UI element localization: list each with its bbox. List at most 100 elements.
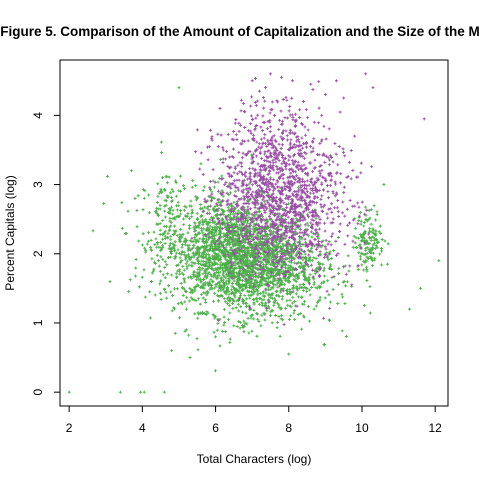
data-point [233, 287, 237, 291]
data-point [190, 276, 194, 280]
data-point [205, 274, 209, 278]
data-point [255, 218, 259, 222]
data-point [276, 269, 280, 273]
data-point [259, 194, 263, 198]
data-point [158, 203, 162, 207]
data-point [380, 263, 384, 267]
data-point [303, 198, 307, 202]
data-point [306, 224, 310, 228]
data-point [224, 214, 228, 218]
data-point [328, 300, 332, 304]
data-point [126, 209, 130, 213]
data-point [264, 233, 268, 237]
data-point [228, 299, 232, 303]
data-point [216, 239, 220, 243]
data-point [339, 181, 343, 185]
data-point [327, 318, 331, 322]
data-point [329, 178, 333, 182]
data-point [199, 268, 203, 272]
data-point [308, 191, 312, 195]
data-point [268, 118, 272, 122]
data-point [207, 283, 211, 287]
data-point [159, 255, 163, 259]
data-point [165, 174, 169, 178]
data-point [320, 240, 324, 244]
data-point [317, 80, 321, 84]
data-point [250, 212, 254, 216]
data-point [332, 275, 336, 279]
data-point [322, 316, 326, 320]
data-point [172, 224, 176, 228]
data-point [166, 181, 170, 185]
data-point [233, 241, 237, 245]
data-point [222, 315, 226, 319]
data-point [200, 251, 204, 255]
data-point [296, 193, 300, 197]
data-point [218, 344, 222, 348]
data-point [370, 165, 374, 169]
data-point [305, 205, 309, 209]
data-point [249, 293, 253, 297]
data-point [289, 243, 293, 247]
data-point [266, 288, 270, 292]
data-point [253, 205, 257, 209]
data-point [216, 144, 220, 148]
data-point [191, 273, 195, 277]
data-point [188, 248, 192, 252]
data-point [307, 215, 311, 219]
data-point [252, 222, 256, 226]
data-point [260, 302, 264, 306]
data-point [354, 236, 358, 240]
data-point [295, 224, 299, 228]
data-point [244, 183, 248, 187]
data-point [134, 257, 138, 261]
data-point [226, 273, 230, 277]
data-point [301, 210, 305, 214]
data-point [233, 229, 237, 233]
data-point [325, 251, 329, 255]
data-point [333, 142, 337, 146]
data-point [370, 256, 374, 260]
data-point [268, 280, 272, 284]
data-point [200, 206, 204, 210]
data-point [136, 194, 140, 198]
data-point [322, 124, 326, 128]
data-point [320, 281, 324, 285]
data-point [299, 186, 303, 190]
data-point [279, 75, 283, 79]
data-point [269, 310, 273, 314]
data-point [263, 247, 267, 251]
data-point [229, 218, 233, 222]
data-point [180, 271, 184, 275]
data-point [278, 239, 282, 243]
data-point [264, 256, 268, 260]
data-point [257, 206, 261, 210]
data-point [290, 235, 294, 239]
data-point [203, 219, 207, 223]
data-point [165, 194, 169, 198]
data-point [202, 185, 206, 189]
data-point [227, 240, 231, 244]
data-point [276, 100, 280, 104]
data-point [256, 275, 260, 279]
data-point [298, 265, 302, 269]
data-point [249, 131, 253, 135]
data-point [210, 284, 214, 288]
data-point [308, 293, 312, 297]
data-point [168, 191, 172, 195]
data-point [254, 172, 258, 176]
data-point [234, 233, 238, 237]
data-point [292, 250, 296, 254]
data-point [351, 168, 355, 172]
data-point [208, 227, 212, 231]
data-point [182, 217, 186, 221]
data-point [196, 239, 200, 243]
data-point [240, 161, 244, 165]
data-point [199, 280, 203, 284]
data-point [323, 252, 327, 256]
data-point [282, 161, 286, 165]
data-point [196, 256, 200, 260]
data-point [242, 219, 246, 223]
data-point [254, 103, 258, 107]
data-point [258, 173, 262, 177]
